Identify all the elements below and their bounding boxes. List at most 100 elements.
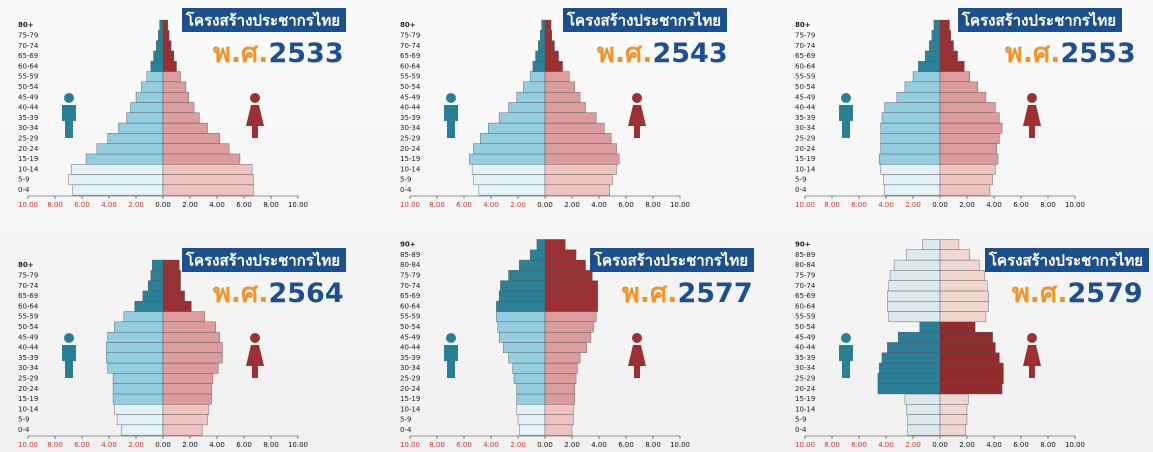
bar [106,352,164,364]
age-label: 5-9 [795,176,806,184]
bar [471,164,546,175]
x-tick-label: 8.00 [263,201,279,209]
bar [939,414,968,426]
age-label: 65-69 [400,292,420,300]
bar [877,373,941,384]
age-label: 50-54 [795,323,816,331]
age-label: 0-4 [795,426,807,434]
person-icon-head [841,333,851,343]
female-icon [628,105,646,138]
bar [532,61,546,72]
era-label: พ.ศ. [597,38,652,69]
bar [881,112,941,124]
bar [120,424,164,436]
bar [502,342,546,353]
bar [933,19,941,31]
bar [906,404,941,415]
bar [162,71,181,83]
year-heading: พ.ศ.2564 [213,278,344,309]
age-label: 55-59 [18,313,38,321]
female-icon [628,345,646,378]
age-label: 70-74 [18,282,39,290]
x-tick-label: 4.00 [591,201,607,209]
age-label: 45-49 [795,333,815,341]
year-heading: พ.ศ.2577 [622,278,753,309]
bar [896,91,941,103]
bar [162,404,210,415]
bar [512,362,546,374]
age-label: 15-19 [795,395,815,403]
age-label: 70-74 [18,42,39,50]
bar [939,102,996,113]
age-label: 20-24 [400,145,421,153]
bar [162,414,208,426]
bar [544,342,588,353]
age-label: 35-39 [400,114,420,122]
age-label: 30-34 [400,364,421,372]
bar [496,301,546,312]
year-heading: พ.ศ.2553 [1005,38,1136,69]
bar [153,50,164,62]
bar [544,164,617,175]
bar [469,153,546,165]
bar [162,321,216,333]
age-label: 75-79 [795,32,815,40]
x-tick-label: 10.00 [1065,441,1085,449]
person-icon-head [1027,333,1037,343]
person-icon-head [632,333,642,343]
male-icon [62,105,76,138]
bar [887,290,941,302]
age-label: 60-64 [400,302,421,310]
bar [544,61,563,72]
year-label: 2577 [677,278,752,309]
x-tick-label: 4.00 [878,441,894,449]
bar [162,331,220,343]
age-label: 0-4 [400,186,412,194]
x-tick-label: 2.00 [959,441,975,449]
bar [544,133,612,144]
age-label: 80-84 [400,261,421,269]
bar [544,122,605,134]
x-tick-label: 0.00 [537,441,553,449]
x-tick-label: 6.00 [851,201,867,209]
bar [508,270,546,281]
age-label: 40-44 [795,344,816,352]
bar [881,352,941,364]
bar [939,280,988,292]
bar [107,133,164,144]
bar [929,40,941,52]
bar [162,40,172,52]
bar [529,71,546,83]
age-label: 45-49 [400,93,420,101]
bar [473,174,546,186]
bar [536,239,546,250]
x-tick-label: 10.00 [1065,201,1085,209]
bar [939,342,996,353]
bar [135,91,164,103]
bar [141,81,164,93]
bar [887,342,941,353]
age-label: 30-34 [795,364,816,372]
age-label: 25-29 [18,375,38,383]
age-label: 25-29 [795,375,815,383]
x-tick-label: 6.00 [618,441,634,449]
bar [107,331,164,343]
x-tick-label: 8.00 [1040,201,1056,209]
age-label: 45-49 [18,333,38,341]
age-label: 0-4 [18,186,30,194]
person-icon-head [64,333,74,343]
bar [544,362,578,374]
bar [162,373,214,384]
bar [544,30,552,41]
bar [939,393,969,405]
bar [907,424,941,436]
bar [939,331,993,343]
person-icon-head [64,93,74,103]
bar [939,362,1004,374]
age-label: 10-14 [400,165,421,173]
age-label: 10-14 [795,405,816,413]
x-tick-label: 6.00 [236,201,252,209]
age-label: 5-9 [18,176,29,184]
bar [939,270,985,281]
age-label: 5-9 [400,176,411,184]
